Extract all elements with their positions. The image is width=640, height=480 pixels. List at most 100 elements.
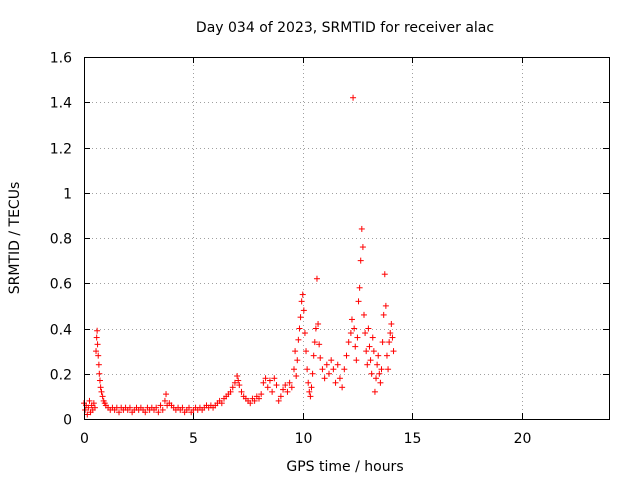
data-point <box>235 377 242 384</box>
plot-frame <box>84 57 610 420</box>
data-point <box>354 334 361 341</box>
data-point <box>251 397 258 404</box>
data-point <box>315 320 322 327</box>
data-point <box>341 366 348 373</box>
y-tick-label: 0.4 <box>50 323 72 339</box>
data-point <box>286 379 293 386</box>
x-tick-label: 15 <box>404 431 422 447</box>
data-point <box>311 339 318 346</box>
data-point <box>85 404 92 411</box>
data-point <box>388 320 395 327</box>
data-point <box>355 298 362 305</box>
data-point <box>319 366 326 373</box>
data-point <box>321 375 328 382</box>
data-point <box>227 388 234 395</box>
grid <box>84 57 609 419</box>
chart-title: Day 034 of 2023, SRMTID for receiver ala… <box>196 20 494 36</box>
data-point <box>374 361 381 368</box>
data-point <box>357 257 364 264</box>
data-point <box>387 330 394 337</box>
data-point <box>84 411 91 418</box>
data-point <box>260 379 267 386</box>
data-point <box>293 373 300 380</box>
y-tick-label: 1.2 <box>50 142 72 158</box>
data-point <box>238 388 245 395</box>
data-point <box>155 409 162 416</box>
data-point <box>298 298 305 305</box>
y-tick-label: 1 <box>63 187 72 203</box>
data-point <box>98 388 105 395</box>
data-point <box>386 339 393 346</box>
data-point <box>326 370 332 377</box>
data-point <box>93 334 100 341</box>
data-point <box>157 402 164 409</box>
data-point <box>308 384 315 391</box>
data-point <box>367 357 374 364</box>
data-point <box>86 397 93 404</box>
data-point <box>317 354 324 361</box>
data-point <box>305 379 312 386</box>
data-point <box>90 400 97 407</box>
data-point <box>297 314 304 321</box>
data-point <box>332 379 339 386</box>
data-point <box>291 366 297 373</box>
data-point <box>258 391 265 398</box>
y-tick-label: 0.8 <box>50 232 72 248</box>
data-point <box>363 348 370 355</box>
y-tick-label: 0.2 <box>50 368 72 384</box>
data-point <box>95 352 102 359</box>
data-point <box>306 388 313 395</box>
data-point <box>303 348 310 355</box>
data-point <box>323 361 330 368</box>
data-point <box>163 391 170 398</box>
data-point <box>82 406 89 413</box>
data-point <box>304 366 311 373</box>
data-point <box>229 384 236 391</box>
data-point <box>359 244 366 251</box>
data-point <box>300 307 307 314</box>
x-tick-label: 0 <box>80 431 89 447</box>
data-point <box>97 384 104 391</box>
data-point <box>309 370 316 377</box>
data-point <box>312 325 319 332</box>
data-point <box>284 388 291 395</box>
data-point <box>383 352 390 359</box>
data-point <box>126 404 133 411</box>
data-point <box>390 348 397 355</box>
data-point <box>299 291 306 298</box>
data-point <box>116 409 122 416</box>
data-point <box>161 397 168 404</box>
data-point <box>292 348 299 355</box>
data-point <box>159 406 166 413</box>
data-point <box>361 311 367 318</box>
data-point <box>378 366 385 373</box>
data-point <box>295 336 302 343</box>
data-point <box>358 225 365 232</box>
data-point <box>373 375 380 382</box>
data-point <box>370 348 377 355</box>
data-point <box>368 370 375 377</box>
x-axis-title: GPS time / hours <box>286 459 403 475</box>
data-point <box>231 379 238 386</box>
data-point <box>310 352 317 359</box>
data-point <box>382 302 389 309</box>
data-point <box>282 382 289 389</box>
data-point <box>94 341 101 348</box>
data-point <box>362 330 369 337</box>
data-point <box>271 375 278 382</box>
data-point <box>371 388 378 395</box>
data-point <box>353 357 360 364</box>
data-point <box>328 357 335 364</box>
data-point <box>350 94 357 101</box>
data-point <box>380 311 387 318</box>
data-point <box>94 327 101 334</box>
data-point <box>91 404 98 411</box>
data-point <box>179 404 186 411</box>
data-point <box>385 366 392 373</box>
data-point <box>277 393 284 400</box>
data-points <box>81 94 397 418</box>
data-point <box>273 382 280 389</box>
x-tick-label: 20 <box>514 431 532 447</box>
data-point <box>93 348 100 355</box>
